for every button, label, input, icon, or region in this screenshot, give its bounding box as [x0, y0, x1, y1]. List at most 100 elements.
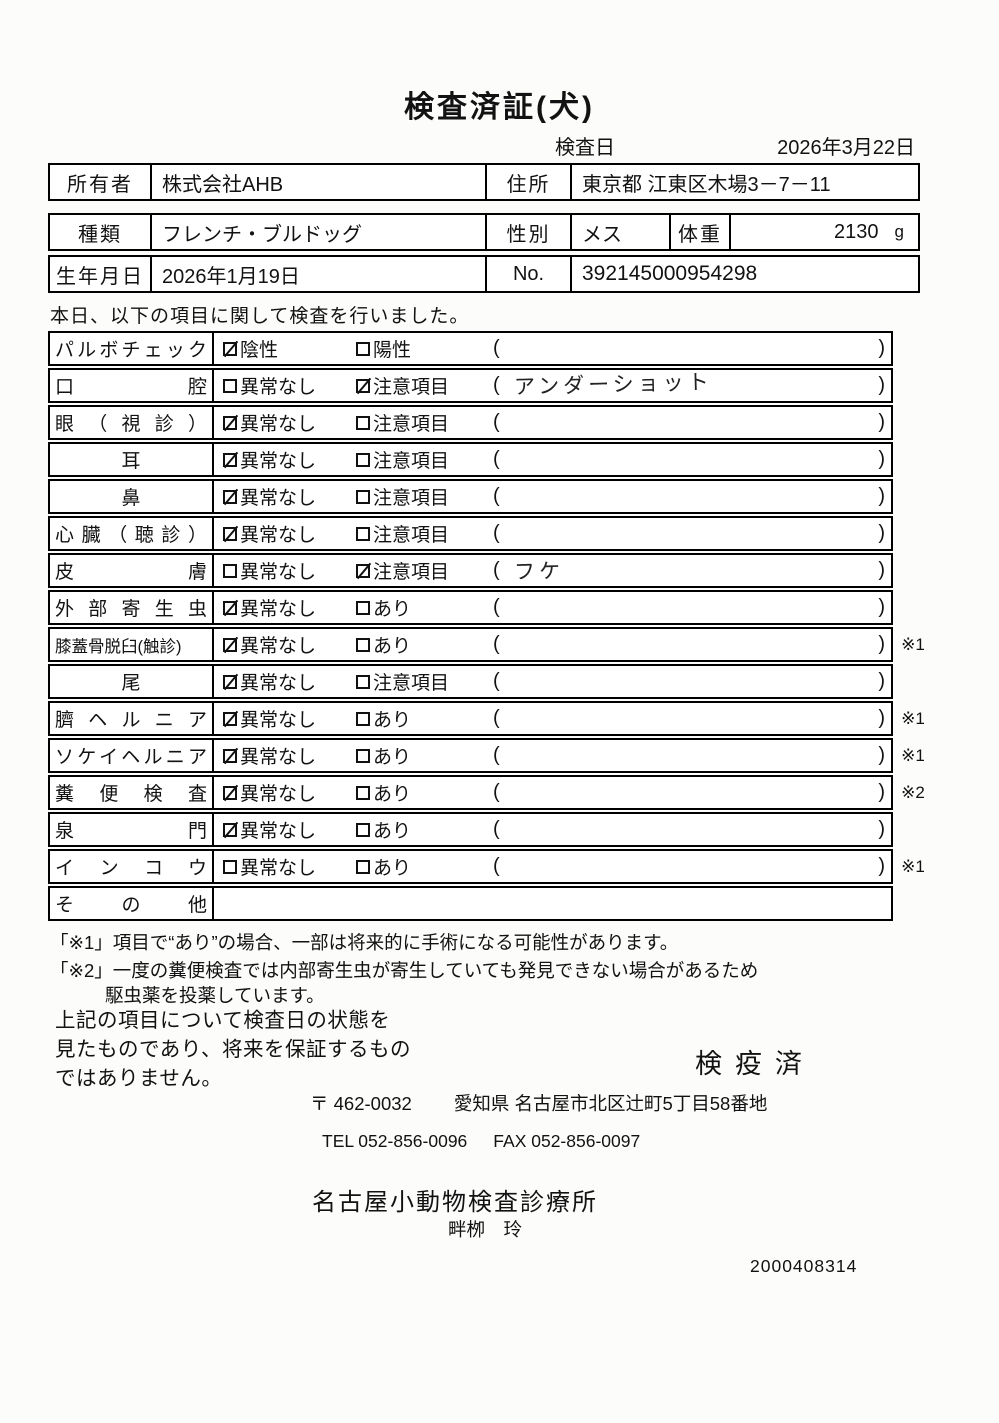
paren-close: ) — [878, 337, 885, 359]
item-result-area: 異常なし 注意項目 () — [214, 518, 891, 549]
checklist-row: その他 — [48, 886, 893, 921]
item-label: 皮膚 — [50, 555, 214, 586]
clinic-fax: FAX 052-856-0097 — [493, 1131, 641, 1151]
item-label-text: 鼻 — [121, 488, 141, 509]
item-result-area: 異常なし 注意項目 () — [214, 407, 891, 438]
result-option: あり — [356, 853, 493, 880]
weight-cell: 2130 g — [729, 215, 918, 249]
result-option: 異常なし — [223, 779, 356, 806]
reference-mark: ※1 — [901, 634, 925, 654]
option-label: 陽性 — [373, 340, 412, 361]
checkbox-empty-icon — [356, 785, 370, 800]
checkbox-empty-icon — [356, 489, 370, 504]
paren-close: ) — [878, 374, 885, 396]
option-label: 異常なし — [240, 488, 317, 509]
result-option: あり — [356, 816, 493, 843]
microchip-no-label: No. — [485, 257, 570, 291]
paren-open: ( — [493, 559, 500, 581]
result-option: 異常なし — [223, 705, 356, 732]
item-label-text: 糞便検査 — [55, 784, 207, 805]
checkbox-empty-icon — [356, 452, 370, 467]
result-option: 異常なし — [223, 372, 356, 399]
item-result-area: 異常なし あり () ※1 — [214, 629, 925, 660]
option-label: 注意項目 — [373, 562, 450, 583]
checkbox-checked-icon — [223, 489, 237, 504]
paren-open: ( — [493, 670, 500, 692]
option-label: 異常なし — [240, 747, 317, 768]
reference-mark: ※1 — [901, 856, 925, 876]
finding-note-area: アンダーショット — [500, 371, 879, 401]
page-title: 検査済証(犬) — [404, 91, 595, 124]
result-option: 異常なし — [223, 853, 356, 880]
checkbox-empty-icon — [223, 378, 237, 393]
disclaimer-line: 上記の項目について検査日の状態を — [55, 1009, 391, 1032]
result-option: 異常なし — [223, 668, 356, 695]
item-label-text: 膝蓋骨脱臼(触診) — [55, 637, 182, 656]
item-label-text: その他 — [55, 895, 207, 916]
result-option: 異常なし — [223, 742, 356, 769]
paren-close: ) — [878, 559, 885, 581]
item-label: 泉門 — [50, 814, 214, 845]
option-label: 陰性 — [240, 340, 279, 361]
checklist-row: パルボチェック 陰性 陽性 () — [48, 331, 893, 366]
result-option: 異常なし — [223, 594, 356, 621]
clinic-phone-line: TEL 052-856-0096 FAX 052-856-0097 — [322, 1131, 640, 1152]
result-option: あり — [356, 594, 493, 621]
item-label: その他 — [50, 888, 214, 919]
clinic-name: 名古屋小動物検査診療所 — [312, 1189, 598, 1216]
paren-open: ( — [493, 374, 500, 396]
result-option: 注意項目 — [356, 372, 493, 399]
item-result-area: 異常なし あり () ※1 — [214, 740, 925, 771]
weight-value: 2130 — [834, 220, 879, 243]
result-option: 注意項目 — [356, 483, 493, 510]
checkbox-empty-icon — [356, 600, 370, 615]
paren-close: ) — [878, 855, 885, 877]
checkbox-empty-icon — [356, 341, 370, 356]
item-result-area: 異常なし 注意項目 (フケ) — [214, 555, 891, 586]
option-label: あり — [373, 747, 412, 768]
item-label: ソケイヘルニア — [50, 740, 214, 771]
result-option: 注意項目 — [356, 668, 493, 695]
paren-close: ) — [878, 781, 885, 803]
footnote-2-line2: 駆虫薬を投薬しています。 — [105, 985, 325, 1006]
disclaimer-line: ではありません。 — [55, 1067, 223, 1090]
result-option: あり — [356, 705, 493, 732]
item-label-text: 尾 — [121, 673, 141, 694]
checklist-row: 糞便検査 異常なし あり () ※2 — [48, 775, 925, 810]
examination-checklist: パルボチェック 陰性 陽性() 口腔 異常なし 注意項目(アンダーショット) 眼（視診） 異常… — [48, 331, 925, 923]
address-value: 東京都 江東区木場3－7－11 — [570, 165, 918, 199]
checklist-row: 皮膚 異常なし 注意項目 (フケ) — [48, 553, 893, 588]
inspection-date-label: 検査日 — [555, 137, 615, 159]
birthdate-label: 生年月日 — [56, 265, 144, 288]
microchip-no-value: 392145000954298 — [570, 257, 918, 291]
checkbox-empty-icon — [356, 748, 370, 763]
option-label: あり — [373, 821, 412, 842]
option-label: 注意項目 — [373, 673, 450, 694]
paren-close: ) — [878, 411, 885, 433]
paren-open: ( — [493, 855, 500, 877]
checklist-row: 口腔 異常なし 注意項目 (アンダーショット) — [48, 368, 893, 403]
item-label: インコウ — [50, 851, 214, 882]
checklist-row: インコウ 異常なし あり () ※1 — [48, 849, 925, 884]
checkbox-empty-icon — [356, 822, 370, 837]
paren-open: ( — [493, 818, 500, 840]
checkbox-checked-icon — [223, 415, 237, 430]
checkbox-checked-icon — [356, 563, 370, 578]
checklist-row: 耳 異常なし 注意項目 () — [48, 442, 893, 477]
option-label: 注意項目 — [373, 377, 450, 398]
reference-mark: ※1 — [901, 745, 925, 765]
paren-close: ) — [878, 448, 885, 470]
checklist-row: 膝蓋骨脱臼(触診) 異常なし あり () ※1 — [48, 627, 925, 662]
paren-open: ( — [493, 411, 500, 433]
paren-open: ( — [493, 781, 500, 803]
item-label-text: 耳 — [121, 451, 141, 472]
result-option: 注意項目 — [356, 446, 493, 473]
result-option: 異常なし — [223, 631, 356, 658]
document-serial-number: 2000408314 — [750, 1256, 858, 1276]
checkbox-empty-icon — [223, 859, 237, 874]
checkbox-checked-icon — [223, 452, 237, 467]
item-result-area: 異常なし 注意項目 (アンダーショット) — [214, 370, 891, 401]
checkbox-checked-icon — [223, 341, 237, 356]
option-label: 異常なし — [240, 525, 317, 546]
paren-close: ) — [878, 485, 885, 507]
